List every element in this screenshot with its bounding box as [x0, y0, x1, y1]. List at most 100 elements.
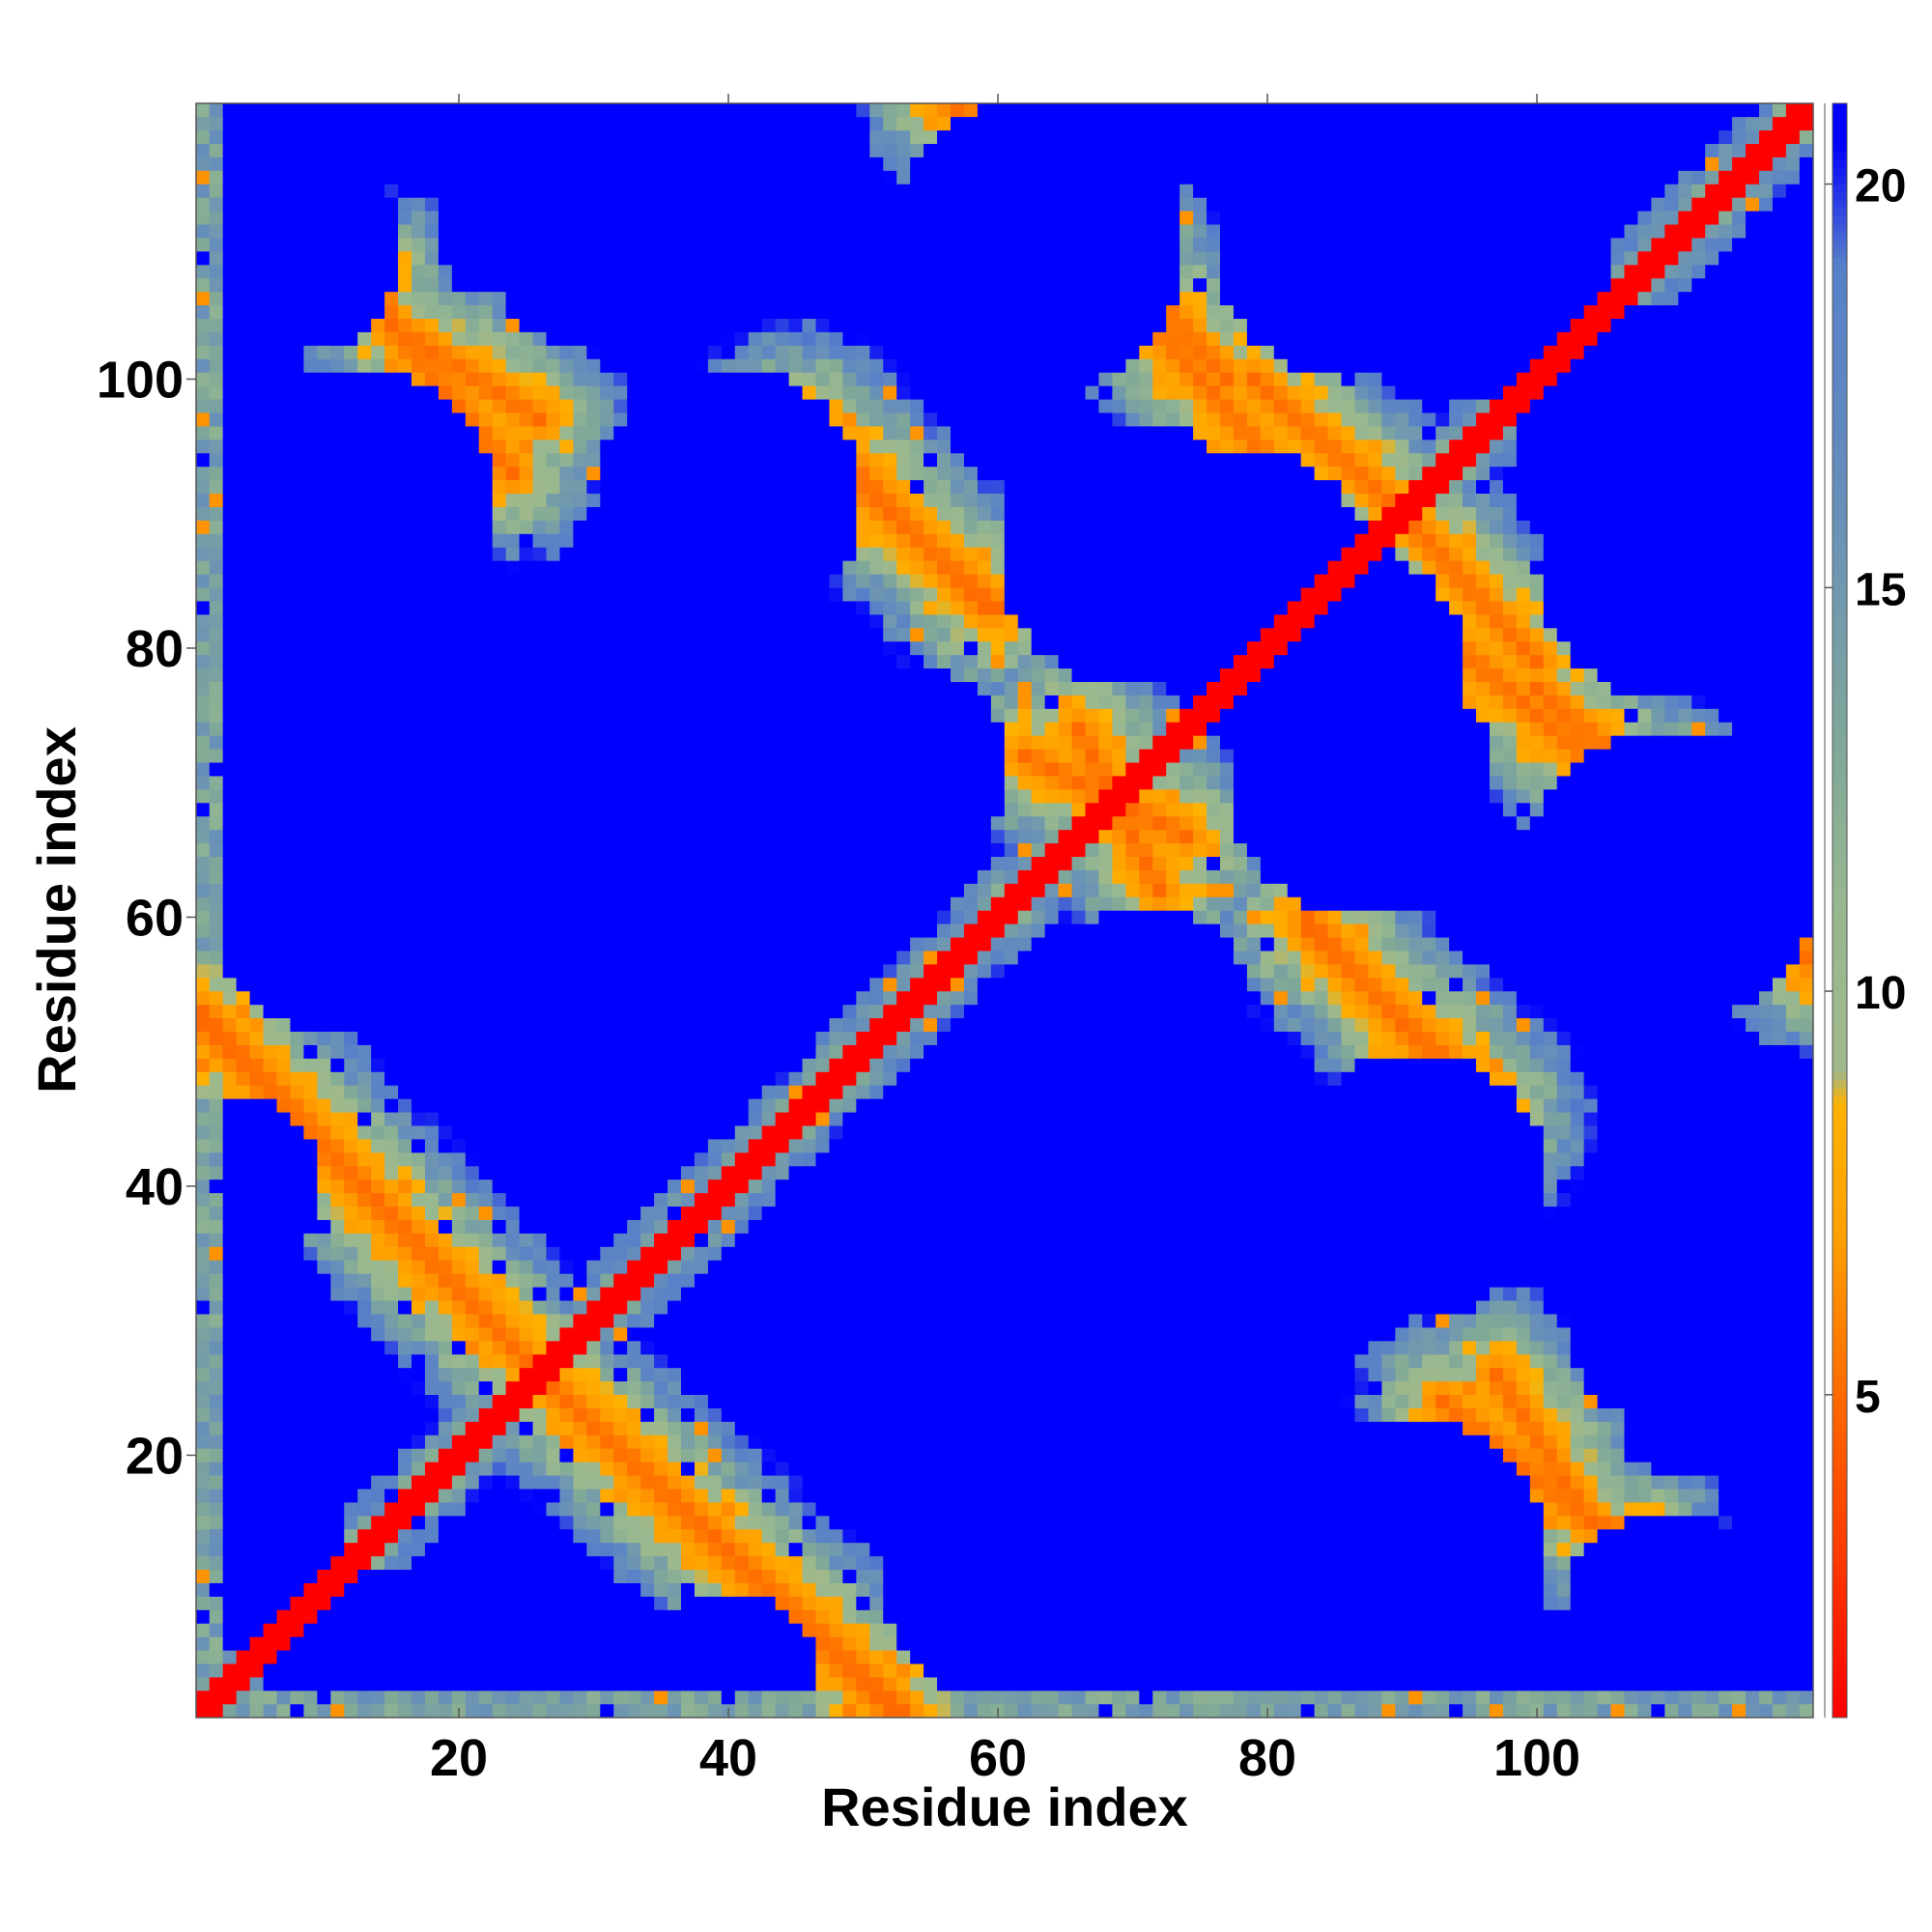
heatmap-cell — [290, 1677, 304, 1691]
heatmap-cell — [668, 358, 682, 373]
heatmap-cell — [317, 1623, 331, 1637]
heatmap-cell — [357, 412, 372, 427]
heatmap-cell — [478, 1407, 494, 1422]
heatmap-cell — [627, 587, 641, 602]
heatmap-cell — [694, 842, 709, 858]
heatmap-cell — [438, 224, 453, 239]
heatmap-cell — [654, 1569, 668, 1583]
heatmap-cell — [559, 547, 574, 561]
heatmap-cell — [438, 1569, 453, 1583]
heatmap-cell — [681, 1394, 696, 1408]
heatmap-cell — [290, 1435, 304, 1449]
heatmap-cell — [734, 1179, 750, 1194]
heatmap-cell — [613, 372, 628, 386]
heatmap-cell — [600, 1287, 614, 1301]
heatmap-cell — [357, 1314, 372, 1328]
heatmap-cell — [640, 170, 655, 185]
heatmap-cell — [222, 1004, 238, 1019]
heatmap-cell — [384, 708, 399, 723]
heatmap-cell — [451, 627, 467, 642]
heatmap-cell — [519, 937, 533, 952]
heatmap-cell — [640, 708, 655, 723]
heatmap-cell — [330, 318, 345, 332]
heatmap-cell — [344, 102, 358, 118]
heatmap-cell — [451, 1165, 467, 1180]
heatmap-cell — [209, 264, 224, 279]
heatmap-cell — [478, 1219, 494, 1234]
heatmap-cell — [613, 1031, 628, 1045]
heatmap-cell — [748, 937, 763, 952]
heatmap-cell — [532, 910, 547, 924]
heatmap-cell — [721, 318, 736, 332]
heatmap-cell — [209, 937, 224, 952]
heatmap-cell — [640, 829, 655, 844]
heatmap-cell — [668, 1165, 682, 1180]
heatmap-cell — [573, 627, 587, 642]
heatmap-cell — [734, 1394, 750, 1408]
heatmap-cell — [707, 1394, 723, 1408]
heatmap-cell — [681, 318, 696, 332]
heatmap-cell — [600, 1206, 614, 1220]
heatmap-cell — [303, 977, 318, 992]
heatmap-cell — [519, 1098, 533, 1113]
heatmap-cell — [707, 668, 723, 682]
heatmap-cell — [478, 1380, 494, 1395]
heatmap-cell — [412, 640, 426, 656]
heatmap-cell — [317, 722, 331, 736]
heatmap-cell — [573, 1233, 587, 1247]
heatmap-cell — [263, 951, 277, 965]
heatmap-cell — [640, 1085, 655, 1099]
heatmap-cell — [707, 1663, 723, 1678]
heatmap-cell — [330, 1636, 345, 1651]
heatmap-cell — [668, 842, 682, 858]
heatmap-cell — [412, 372, 426, 386]
heatmap-cell — [236, 1623, 250, 1637]
heatmap-cell — [532, 883, 547, 897]
heatmap-cell — [398, 910, 412, 924]
heatmap-cell — [357, 479, 372, 495]
heatmap-cell — [412, 1703, 426, 1719]
heatmap-cell — [398, 1555, 412, 1571]
heatmap-cell — [465, 520, 480, 534]
heatmap-cell — [707, 250, 723, 266]
heatmap-cell — [573, 506, 587, 521]
heatmap-cell — [668, 452, 682, 468]
heatmap-cell — [681, 708, 696, 723]
heatmap-cell — [249, 1703, 264, 1719]
heatmap-cell — [451, 102, 467, 118]
heatmap-cell — [707, 466, 723, 481]
heatmap-cell — [357, 776, 372, 790]
heatmap-cell — [694, 681, 709, 696]
heatmap-cell — [398, 493, 412, 507]
heatmap-cell — [627, 318, 641, 332]
heatmap-cell — [249, 452, 264, 468]
heatmap-cell — [505, 1340, 520, 1355]
heatmap-cell — [559, 1596, 574, 1610]
heatmap-cell — [195, 1139, 211, 1153]
heatmap-cell — [465, 937, 480, 952]
heatmap-cell — [195, 1623, 211, 1637]
heatmap-cell — [412, 1139, 426, 1153]
heatmap-cell — [398, 1125, 412, 1140]
heatmap-cell — [559, 1058, 574, 1072]
heatmap-cell — [465, 385, 480, 400]
heatmap-cell — [290, 1380, 304, 1395]
heatmap-cell — [357, 211, 372, 225]
heatmap-cell — [209, 627, 224, 642]
heatmap-cell — [290, 1448, 304, 1463]
heatmap-cell — [559, 1703, 574, 1719]
heatmap-cell — [519, 883, 533, 897]
heatmap-cell — [330, 412, 345, 427]
heatmap-cell — [734, 1462, 750, 1476]
heatmap-cell — [371, 129, 385, 144]
heatmap-cell — [398, 1165, 412, 1180]
heatmap-cell — [627, 466, 641, 481]
heatmap-cell — [492, 574, 507, 588]
heatmap-cell — [707, 1677, 723, 1691]
heatmap-cell — [330, 1125, 345, 1140]
heatmap-cell — [384, 304, 399, 320]
heatmap-cell — [249, 856, 264, 870]
heatmap-cell — [627, 1502, 641, 1517]
heatmap-cell — [668, 1219, 682, 1234]
heatmap-cell — [249, 1287, 264, 1301]
